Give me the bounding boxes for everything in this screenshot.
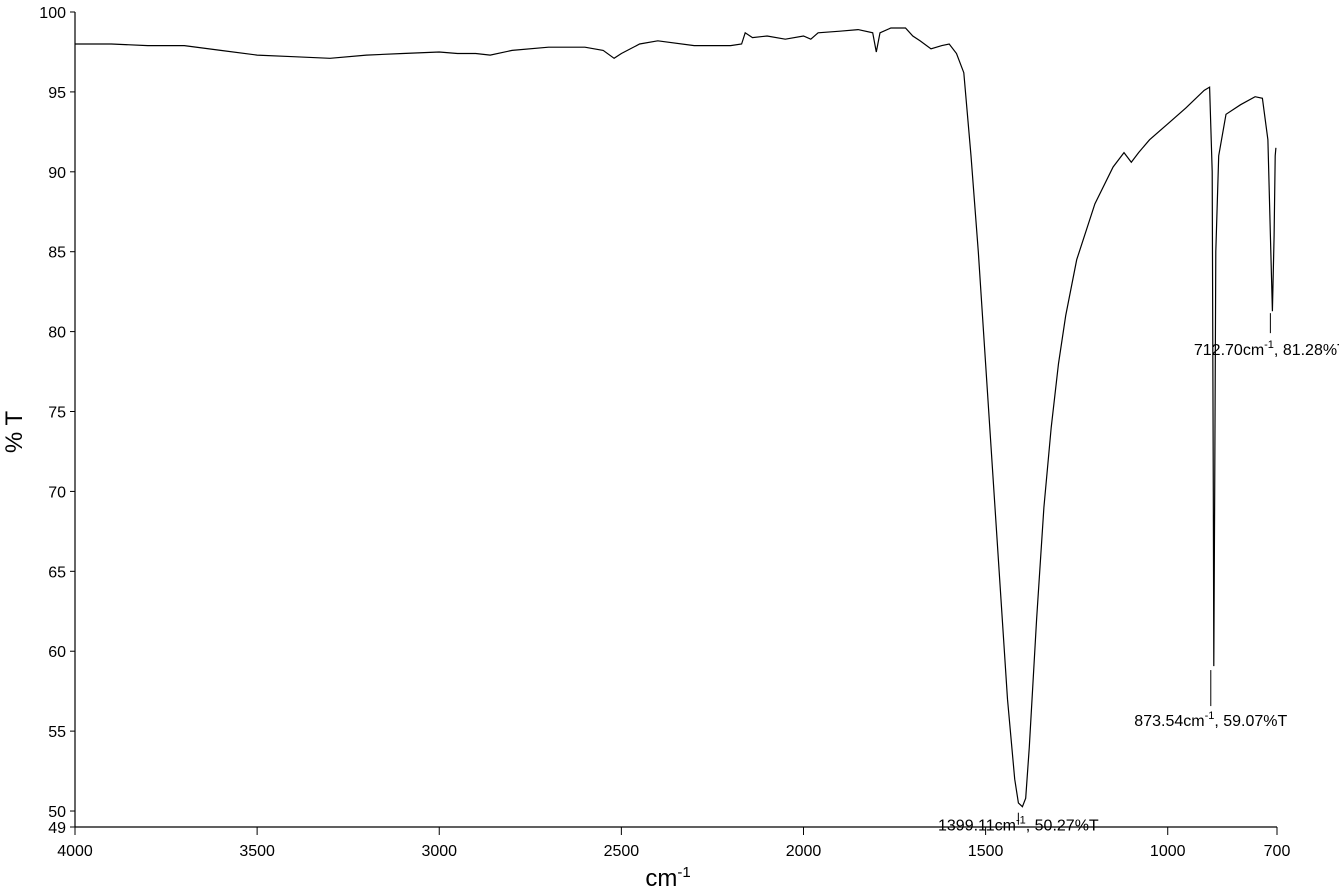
peak-annotations: 1399.11cm-1, 50.27%T 873.54cm-1, 59.07%T 7…	[938, 313, 1339, 835]
y-axis-title: % T	[1, 411, 28, 454]
y-tick-label: 100	[39, 5, 66, 22]
x-axis-title-base: cm	[645, 865, 677, 889]
y-tick-label: 80	[48, 325, 66, 342]
y-tick-label: 55	[48, 724, 66, 741]
y-tick-label: 75	[48, 405, 66, 422]
x-tick-label: 700	[1264, 843, 1291, 860]
y-tick-label: 70	[48, 484, 66, 501]
y-tick-label: 85	[48, 245, 66, 262]
peak-label: 712.70cm-1, 81.28%T	[1194, 339, 1339, 359]
y-tick-label: 90	[48, 165, 66, 182]
x-tick-label: 2000	[786, 843, 822, 860]
x-tick-label: 1000	[1150, 843, 1186, 860]
y-tick-label: 49	[48, 820, 66, 837]
x-tick-label: 2500	[604, 843, 640, 860]
y-tick-label: 50	[48, 804, 66, 821]
peak-label: 1399.11cm-1, 50.27%T	[938, 815, 1099, 835]
spectrum-line	[75, 27, 1277, 808]
x-axis-title-sup: -1	[677, 864, 690, 881]
peak-label: 873.54cm-1, 59.07%T	[1134, 710, 1287, 730]
y-tick-label: 65	[48, 564, 66, 581]
axes	[74, 12, 1277, 828]
x-tick-label: 3500	[239, 843, 275, 860]
x-tick-label: 3000	[421, 843, 457, 860]
y-tick-label: 95	[48, 85, 66, 102]
x-tick-label: 1500	[968, 843, 1004, 860]
x-ticks: 4000 3500 3000 2500 2000 1500 1000 700	[57, 827, 1290, 860]
x-tick-label: 4000	[57, 843, 93, 860]
y-tick-label: 60	[48, 644, 66, 661]
x-axis-title: cm-1	[645, 864, 690, 889]
